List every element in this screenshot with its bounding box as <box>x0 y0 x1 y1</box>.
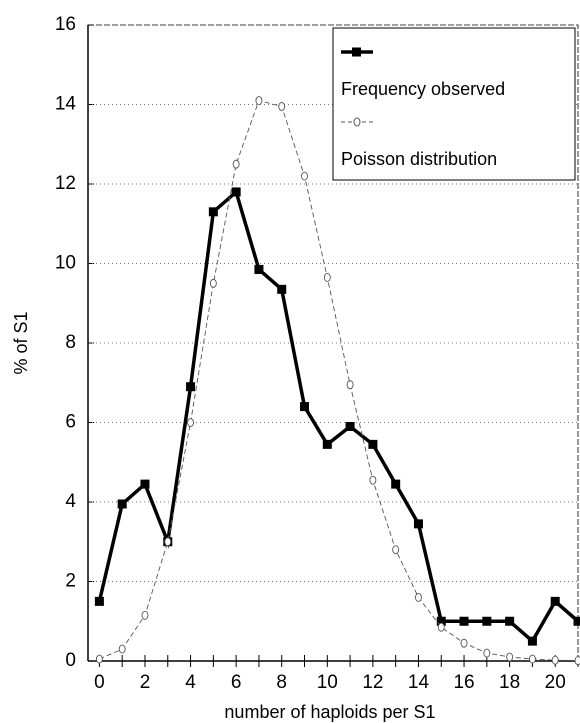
marker <box>231 187 241 197</box>
x-tick-label: 8 <box>276 672 287 693</box>
x-tick-label: 4 <box>185 672 196 693</box>
marker <box>117 499 127 509</box>
marker <box>506 652 514 662</box>
marker <box>323 272 331 282</box>
marker <box>300 402 310 412</box>
x-tick-label: 10 <box>317 672 338 693</box>
x-tick-label: 16 <box>453 672 474 693</box>
legend-marker <box>353 117 361 127</box>
x-tick-label: 20 <box>545 672 566 693</box>
marker <box>505 616 515 626</box>
x-tick-label: 18 <box>499 672 520 693</box>
marker <box>550 596 560 606</box>
marker <box>391 479 401 489</box>
y-tick-label: 2 <box>65 571 76 592</box>
marker <box>460 638 468 648</box>
x-axis-label: number of haploids per S1 <box>224 702 435 722</box>
marker <box>322 439 332 449</box>
marker <box>345 421 355 431</box>
legend-label: Frequency observed <box>341 79 505 99</box>
legend-label: Poisson distribution <box>341 149 497 169</box>
marker <box>551 655 559 665</box>
marker <box>186 382 196 392</box>
marker <box>255 96 263 105</box>
y-tick-label: 6 <box>65 412 76 433</box>
marker <box>482 616 492 626</box>
x-tick-label: 12 <box>362 672 383 693</box>
marker <box>164 537 172 547</box>
y-tick-label: 0 <box>65 650 76 671</box>
x-tick-label: 2 <box>140 672 151 693</box>
marker <box>413 519 423 529</box>
y-tick-label: 8 <box>65 332 76 353</box>
marker <box>254 264 264 274</box>
x-tick-label: 0 <box>94 672 105 693</box>
series-line <box>99 99 579 662</box>
marker <box>187 418 195 427</box>
marker <box>368 439 378 449</box>
marker <box>528 654 536 664</box>
legend-marker <box>352 47 361 57</box>
marker <box>278 102 286 111</box>
marker <box>118 644 126 654</box>
marker <box>209 278 217 288</box>
y-tick-label: 4 <box>65 491 76 512</box>
marker <box>95 654 103 664</box>
y-tick-label: 12 <box>55 173 76 194</box>
marker <box>141 610 149 620</box>
marker <box>436 616 446 626</box>
marker <box>392 545 400 555</box>
y-tick-label: 16 <box>55 14 76 35</box>
marker <box>208 207 218 217</box>
marker <box>369 475 377 485</box>
y-axis-label: % of S1 <box>11 311 31 374</box>
series-line <box>97 188 580 644</box>
marker <box>232 159 240 169</box>
marker <box>527 636 537 646</box>
marker <box>459 616 469 626</box>
x-tick-label: 14 <box>408 672 430 693</box>
y-tick-label: 10 <box>55 253 76 274</box>
marker <box>415 592 422 602</box>
marker <box>437 622 445 632</box>
legend-box <box>332 27 576 181</box>
marker <box>277 284 287 294</box>
x-tick-label: 6 <box>231 672 242 693</box>
marker <box>301 171 308 181</box>
marker <box>140 479 150 489</box>
marker <box>574 656 580 666</box>
marker <box>346 380 354 390</box>
marker <box>483 648 491 658</box>
y-tick-label: 14 <box>55 94 77 115</box>
marker <box>94 596 104 606</box>
marker <box>573 616 580 626</box>
